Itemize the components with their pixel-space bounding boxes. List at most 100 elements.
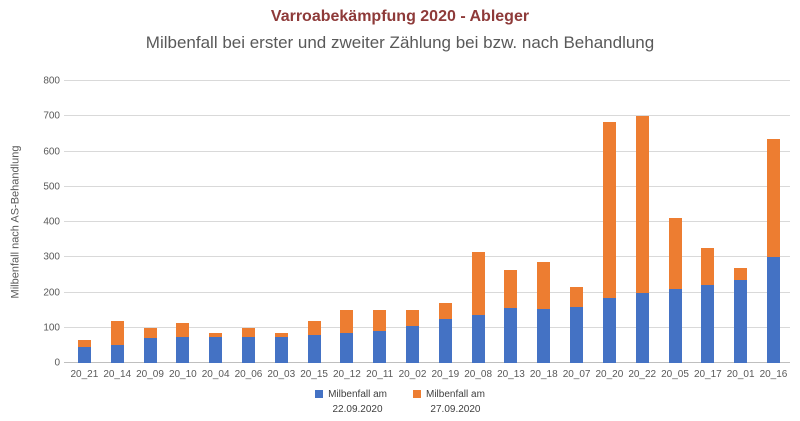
bar-segment <box>766 257 780 363</box>
x-tick-label: 20_08 <box>464 369 493 380</box>
bar-segment <box>209 336 223 363</box>
bar-slot-20_20 <box>593 81 626 363</box>
x-tick-label: 20_11 <box>366 369 394 380</box>
legend-label: Milbenfall am 27.09.2020 <box>426 389 485 415</box>
x-tick-label: 20_12 <box>333 369 361 380</box>
bar-20_05 <box>668 218 682 363</box>
y-tick-label: 600 <box>43 146 60 157</box>
bar-slot-20_14 <box>101 81 134 363</box>
bar-segment <box>570 306 584 363</box>
bar-segment <box>307 334 321 363</box>
gridline <box>64 362 790 363</box>
x-tick-label: 20_17 <box>693 369 722 380</box>
gridline <box>64 150 790 152</box>
bar-20_08 <box>471 251 485 363</box>
bar-segment <box>438 303 452 319</box>
bar-20_16 <box>766 139 780 363</box>
y-tick-label: 0 <box>54 357 60 369</box>
bar-segment <box>734 267 748 281</box>
bar-20_11 <box>373 310 387 363</box>
bar-slot-20_10 <box>166 81 199 363</box>
y-axis-title: Milbenfall nach AS-Behandlung <box>4 81 26 363</box>
bar-segment <box>537 309 551 363</box>
bar-segment <box>635 293 649 363</box>
bar-segment <box>504 308 518 363</box>
bar-segment <box>701 248 715 286</box>
bar-segment <box>274 336 288 363</box>
bar-20_04 <box>209 333 223 363</box>
legend: Milbenfall am 22.09.2020 Milbenfall am 27.0… <box>0 388 800 417</box>
bar-segment <box>373 310 387 332</box>
bar-segment <box>110 344 124 363</box>
legend-entry: Milbenfall am 22.09.2020 <box>315 388 387 417</box>
bar-segment <box>471 251 485 315</box>
bar-20_20 <box>602 121 616 363</box>
bar-20_21 <box>77 340 91 363</box>
x-tick-label: 20_03 <box>267 369 296 380</box>
bar-slot-20_09 <box>134 81 167 363</box>
bar-20_01 <box>734 267 748 363</box>
y-axis-title-text: Milbenfall nach AS-Behandlung <box>9 145 22 299</box>
y-tick-label: 500 <box>43 181 60 193</box>
bar-segment <box>373 331 387 363</box>
x-tick-label: 20_04 <box>201 369 230 380</box>
y-tick-label: 300 <box>43 251 60 263</box>
bar-20_10 <box>176 323 190 363</box>
bar-20_17 <box>701 248 715 363</box>
bar-segment <box>471 314 485 363</box>
bar-slot-20_02 <box>396 81 429 363</box>
x-tick-label: 20_19 <box>431 369 460 380</box>
bar-segment <box>143 327 157 339</box>
gridline <box>64 185 790 187</box>
bar-segment <box>340 333 354 363</box>
bar-segment <box>307 321 321 335</box>
bar-20_09 <box>143 327 157 363</box>
gridline <box>64 326 790 328</box>
bar-segment <box>602 121 616 298</box>
bar-segment <box>176 337 190 363</box>
x-tick-label: 20_09 <box>136 369 164 380</box>
bar-segment <box>668 288 682 363</box>
bar-slot-20_06 <box>232 81 265 363</box>
bar-segment <box>406 326 420 363</box>
bar-slot-20_08 <box>462 81 495 363</box>
bar-slot-20_01 <box>724 81 757 363</box>
bar-segment <box>77 347 91 363</box>
x-tick-label: 20_18 <box>529 369 558 380</box>
gridline <box>64 291 790 293</box>
x-tick-label: 20_05 <box>661 369 689 380</box>
bar-segment <box>537 262 551 310</box>
chart-subtitle: Milbenfall bei erster und zweiter Zählun… <box>145 33 655 52</box>
y-tick-label: 700 <box>43 110 60 122</box>
bar-slot-20_12 <box>331 81 364 363</box>
bar-20_15 <box>307 321 321 363</box>
bar-slot-20_05 <box>659 81 692 363</box>
x-axis-labels: 20_21 20_14 20_09 20_10 20_04 20_06 20_03 20_15… <box>68 369 790 380</box>
gridline <box>64 221 790 222</box>
bar-segment <box>602 297 616 363</box>
bar-20_03 <box>274 333 288 363</box>
bar-segment <box>77 340 91 348</box>
bar-slot-20_21 <box>68 81 101 363</box>
bar-segment <box>438 318 452 363</box>
bar-segment <box>110 320 124 345</box>
bar-slot-20_04 <box>199 81 232 363</box>
legend-swatch-icon <box>413 390 421 398</box>
legend-entry: Milbenfall am 27.09.2020 <box>413 388 485 417</box>
bar-slot-20_18 <box>527 81 560 363</box>
bar-segment <box>209 333 223 337</box>
bar-segment <box>176 323 190 338</box>
bar-slot-20_11 <box>363 81 396 363</box>
bar-20_19 <box>438 303 452 363</box>
x-tick-label: 20_02 <box>398 369 427 380</box>
bar-slot-20_03 <box>265 81 298 363</box>
x-tick-label: 20_15 <box>300 369 328 380</box>
bar-slot-20_17 <box>691 81 724 363</box>
x-tick-label: 20_21 <box>70 369 99 380</box>
bar-slot-20_15 <box>298 81 331 363</box>
bar-slot-20_07 <box>560 81 593 363</box>
bar-segment <box>241 327 255 337</box>
chart-title: Varroabekämpfung 2020 - Ableger <box>270 8 530 25</box>
bar-segment <box>241 336 255 363</box>
